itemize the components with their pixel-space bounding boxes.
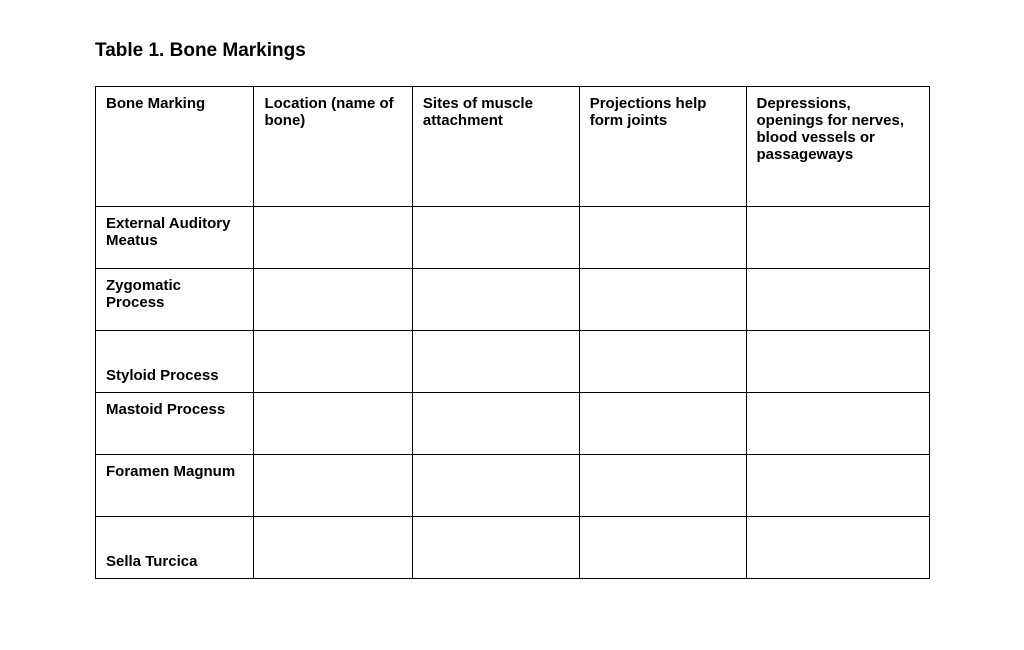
table-cell xyxy=(579,455,746,517)
table-cell xyxy=(412,269,579,331)
table-cell xyxy=(746,517,930,579)
table-cell xyxy=(254,517,412,579)
table-cell xyxy=(746,393,930,455)
table-header-row: Bone Marking Location (name of bone) Sit… xyxy=(96,87,930,207)
table-cell xyxy=(412,455,579,517)
table-row: Zygomatic Process xyxy=(96,269,930,331)
table-cell xyxy=(579,393,746,455)
bone-markings-table: Bone Marking Location (name of bone) Sit… xyxy=(95,86,930,579)
table-cell xyxy=(254,207,412,269)
table-row: External Auditory Meatus xyxy=(96,207,930,269)
col-header-projections-joints: Projections help form joints xyxy=(579,87,746,207)
table-cell xyxy=(412,517,579,579)
row-label: Styloid Process xyxy=(96,331,254,393)
table-cell xyxy=(579,331,746,393)
table-cell xyxy=(579,517,746,579)
row-label: Mastoid Process xyxy=(96,393,254,455)
table-body: External Auditory Meatus Zygomatic Proce… xyxy=(96,207,930,579)
table-cell xyxy=(412,331,579,393)
table-row: Styloid Process xyxy=(96,331,930,393)
row-label: Zygomatic Process xyxy=(96,269,254,331)
col-header-depressions-openings: Depressions, openings for nerves, blood … xyxy=(746,87,930,207)
table-cell xyxy=(254,269,412,331)
col-header-muscle-attachment: Sites of muscle attachment xyxy=(412,87,579,207)
row-label: External Auditory Meatus xyxy=(96,207,254,269)
table-cell xyxy=(254,331,412,393)
row-label: Foramen Magnum xyxy=(96,455,254,517)
table-cell xyxy=(254,455,412,517)
table-cell xyxy=(746,269,930,331)
col-header-bone-marking: Bone Marking xyxy=(96,87,254,207)
table-cell xyxy=(746,207,930,269)
table-cell xyxy=(579,269,746,331)
table-row: Mastoid Process xyxy=(96,393,930,455)
table-row: Sella Turcica xyxy=(96,517,930,579)
table-cell xyxy=(412,207,579,269)
table-title: Table 1. Bone Markings xyxy=(95,40,929,62)
row-label: Sella Turcica xyxy=(96,517,254,579)
col-header-location: Location (name of bone) xyxy=(254,87,412,207)
table-cell xyxy=(412,393,579,455)
table-cell xyxy=(579,207,746,269)
table-cell xyxy=(746,331,930,393)
table-cell xyxy=(746,455,930,517)
table-cell xyxy=(254,393,412,455)
table-row: Foramen Magnum xyxy=(96,455,930,517)
